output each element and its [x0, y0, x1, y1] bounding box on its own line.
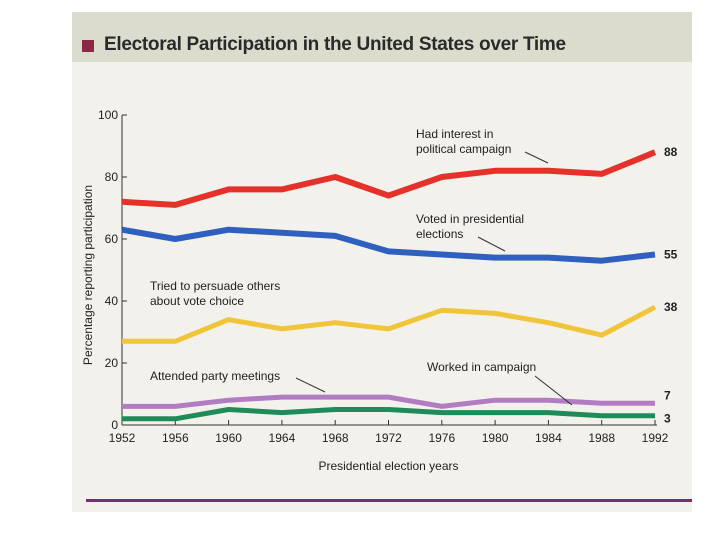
title-band: Electoral Participation in the United St… [72, 12, 692, 62]
y-tick-label: 0 [111, 418, 118, 432]
series-annotation-4: Attended party meetings [150, 369, 280, 383]
annotation-leader-line [524, 151, 549, 164]
end-value-label: 55 [664, 248, 678, 262]
series-line-3 [122, 304, 657, 344]
bottom-rule [86, 499, 692, 502]
x-tick-label: 1960 [215, 431, 242, 445]
y-axis-label: Percentage reporting participation [81, 185, 95, 365]
annotation-leader-line [295, 377, 326, 393]
y-tick-label: 60 [105, 232, 119, 246]
y-tick-label: 100 [98, 108, 118, 122]
series-line-5 [122, 407, 655, 422]
series-annotation-2: elections [416, 227, 463, 241]
series-line-2 [121, 226, 656, 264]
x-tick-label: 1956 [162, 431, 189, 445]
end-value-label: 38 [664, 300, 678, 314]
y-tick-label: 40 [105, 294, 119, 308]
series-annotation-3: about vote choice [150, 294, 244, 308]
x-tick-label: 1984 [535, 431, 562, 445]
x-tick-label: 1968 [322, 431, 349, 445]
title-marker [82, 40, 94, 52]
series-annotation-5: Worked in campaign [427, 360, 536, 374]
end-value-label: 3 [664, 412, 671, 426]
series-annotation-3: Tried to persuade others [150, 279, 280, 293]
series-annotation-2: Voted in presidential [416, 212, 524, 226]
x-tick-label: 1988 [588, 431, 615, 445]
annotation-leader-line [534, 375, 573, 406]
series-line-4 [122, 394, 655, 409]
series-annotation-1: Had interest in [416, 127, 493, 141]
x-tick-label: 1964 [269, 431, 296, 445]
x-tick-label: 1952 [109, 431, 136, 445]
series-annotation-1: political campaign [416, 142, 511, 156]
x-tick-label: 1976 [428, 431, 455, 445]
chart-title: Electoral Participation in the United St… [104, 34, 566, 55]
x-tick-label: 1980 [482, 431, 509, 445]
y-tick-label: 20 [105, 356, 119, 370]
series-line-1 [121, 149, 657, 208]
x-axis-label: Presidential election years [318, 459, 458, 473]
end-value-label: 7 [664, 388, 671, 402]
annotation-leader-line [477, 236, 506, 252]
x-tick-label: 1992 [642, 431, 669, 445]
x-tick-label: 1972 [375, 431, 402, 445]
y-tick-label: 80 [105, 170, 119, 184]
end-value-label: 88 [664, 145, 678, 159]
